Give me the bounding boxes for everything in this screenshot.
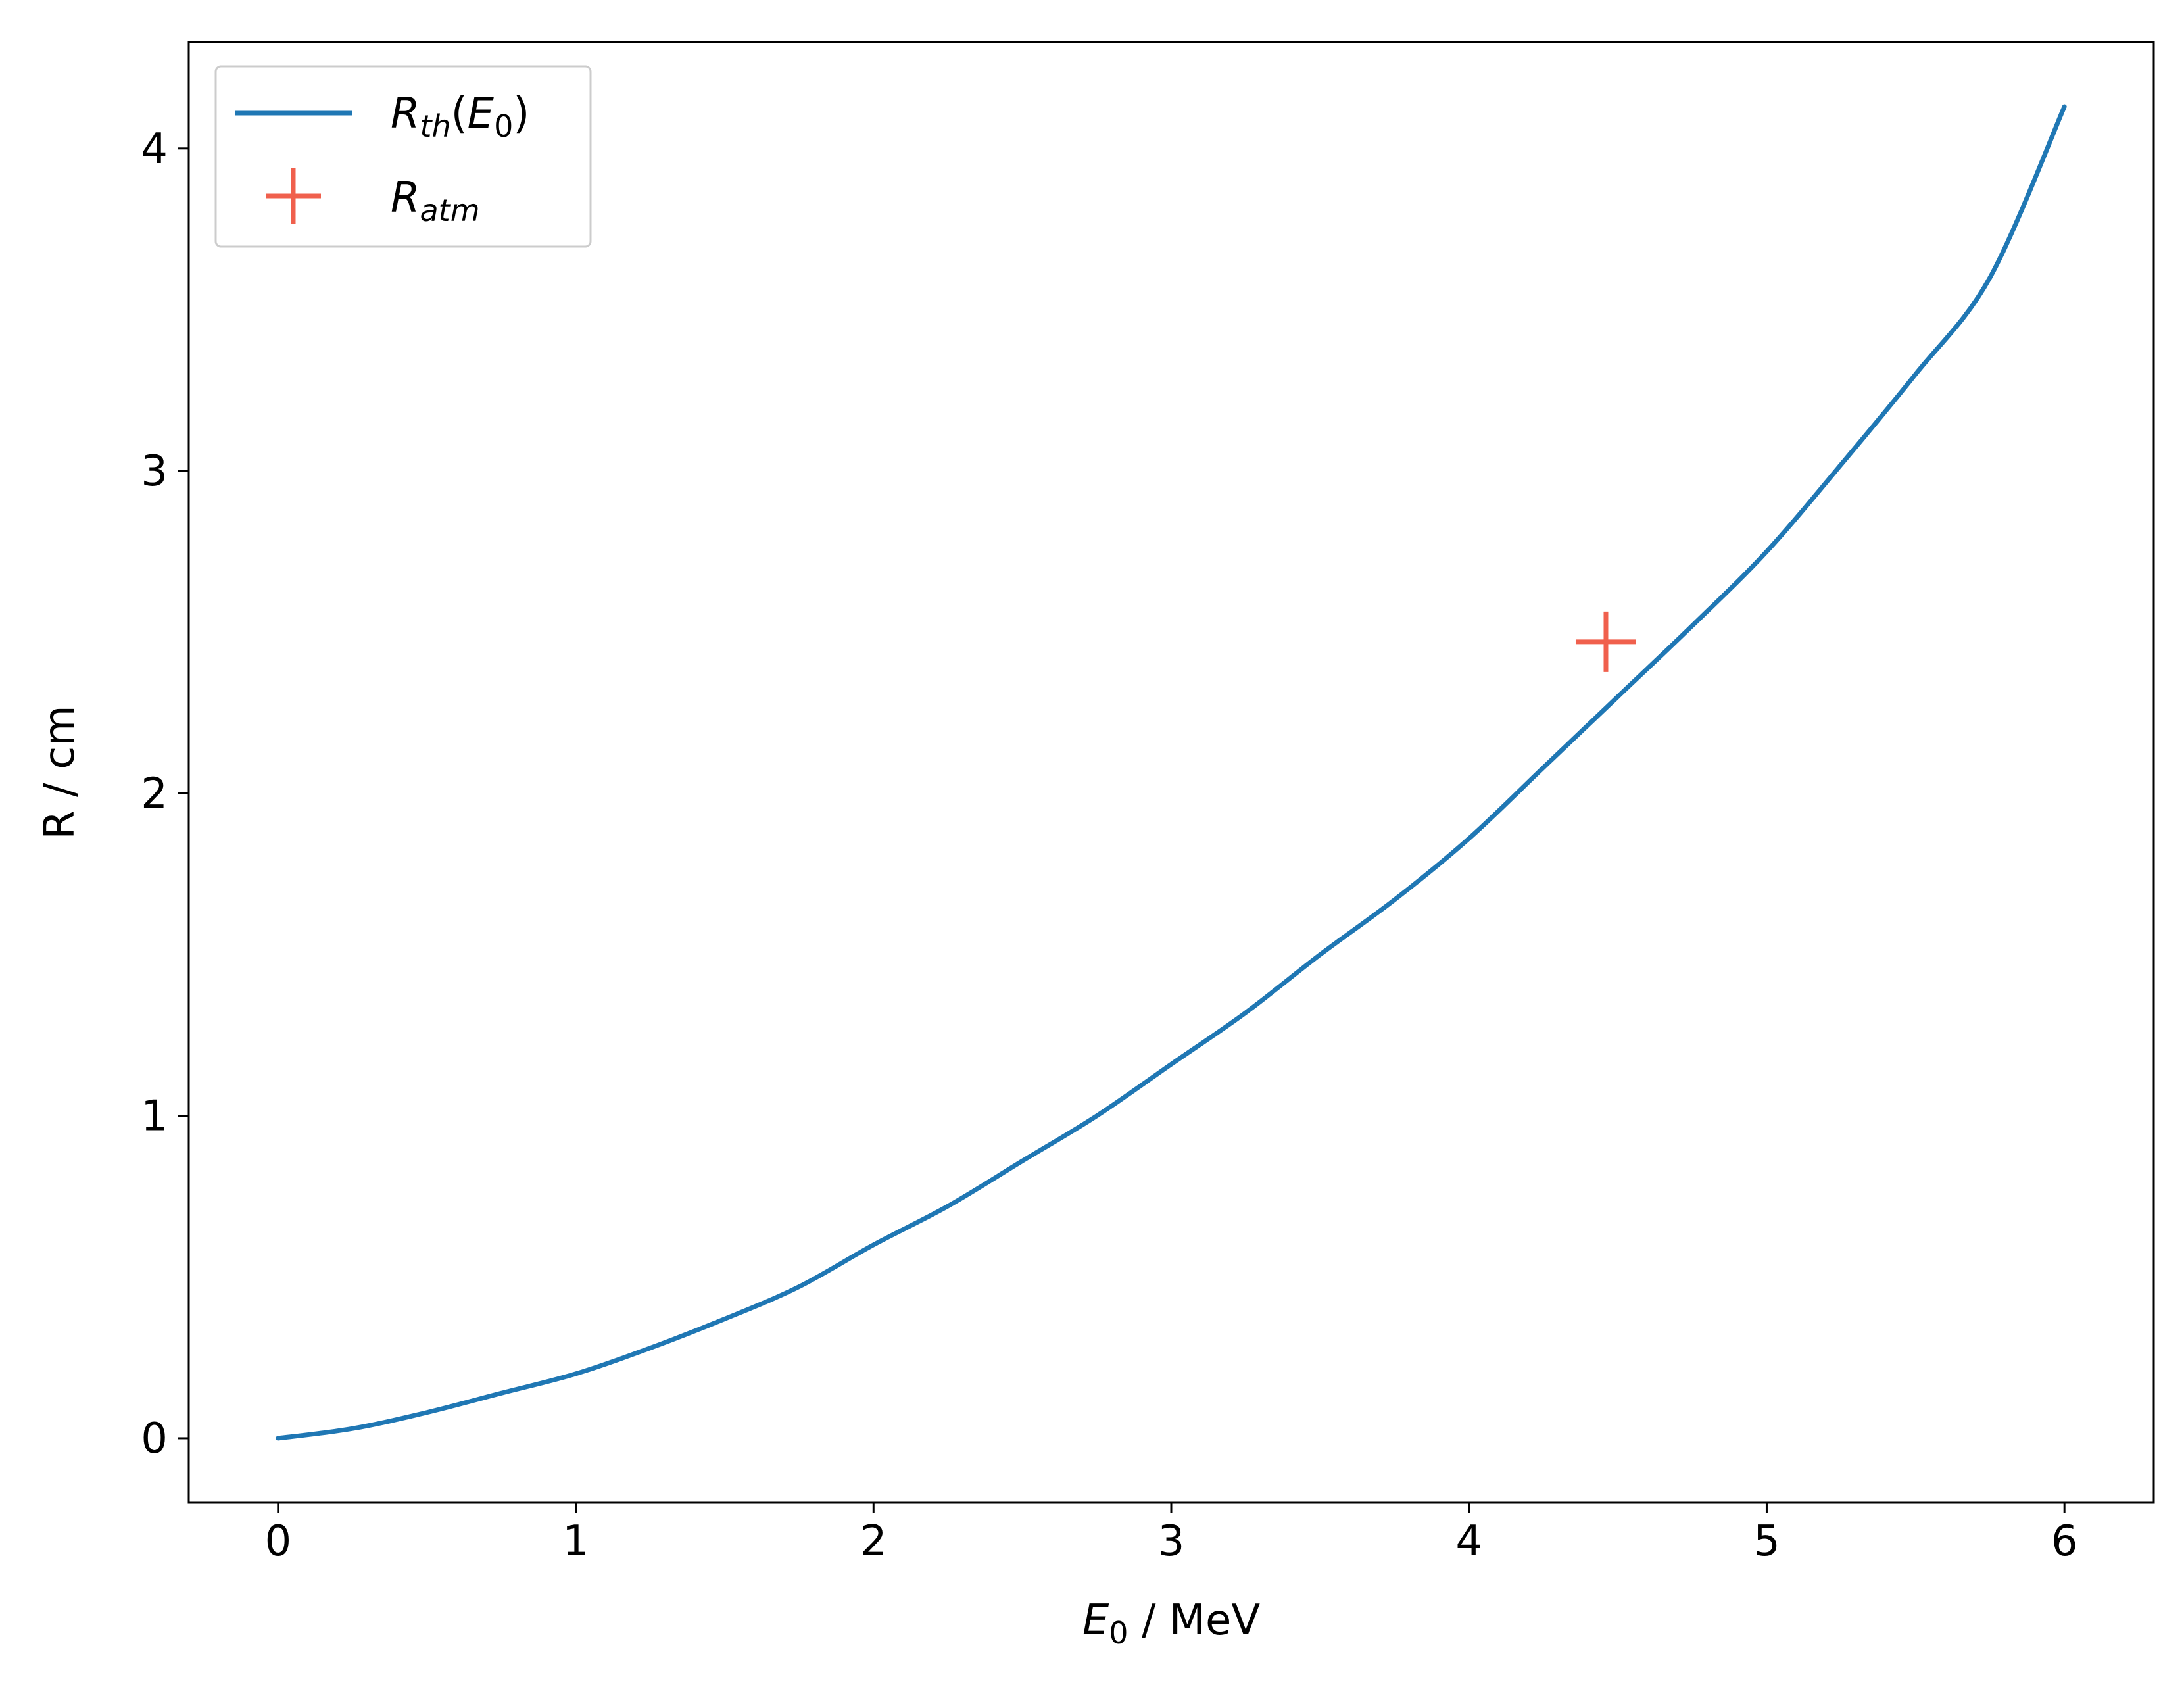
y-tick-label: 3 [141,447,168,496]
legend-label-rth: Rth(E0) [391,89,529,144]
y-axis-label: R / cm [36,705,84,839]
x-axis: 0 1 2 3 4 5 6 [264,1503,2078,1566]
plot-area [276,104,2067,1441]
y-tick-label: 1 [141,1092,168,1141]
legend-label-ratm: Ratm [391,174,480,228]
y-tick-label: 4 [141,125,168,174]
x-tick-label: 3 [1158,1517,1185,1566]
series-line-rth [276,104,2067,1441]
x-tick-label: 1 [562,1517,589,1566]
y-tick-label: 2 [141,769,168,818]
x-tick-label: 6 [2051,1517,2078,1566]
legend: Rth(E0) Ratm [214,65,592,248]
x-tick-label: 0 [264,1517,291,1566]
y-tick-label: 0 [141,1415,168,1463]
x-axis-label: E0 / MeV [1082,1596,1261,1651]
x-tick-label: 2 [860,1517,887,1566]
x-tick-label: 4 [1455,1517,1482,1566]
x-tick-label: 5 [1753,1517,1780,1566]
data-point-ratm [1575,611,1636,672]
legend-plus-marker [266,168,321,224]
y-axis: 0 1 2 3 4 [141,125,189,1463]
